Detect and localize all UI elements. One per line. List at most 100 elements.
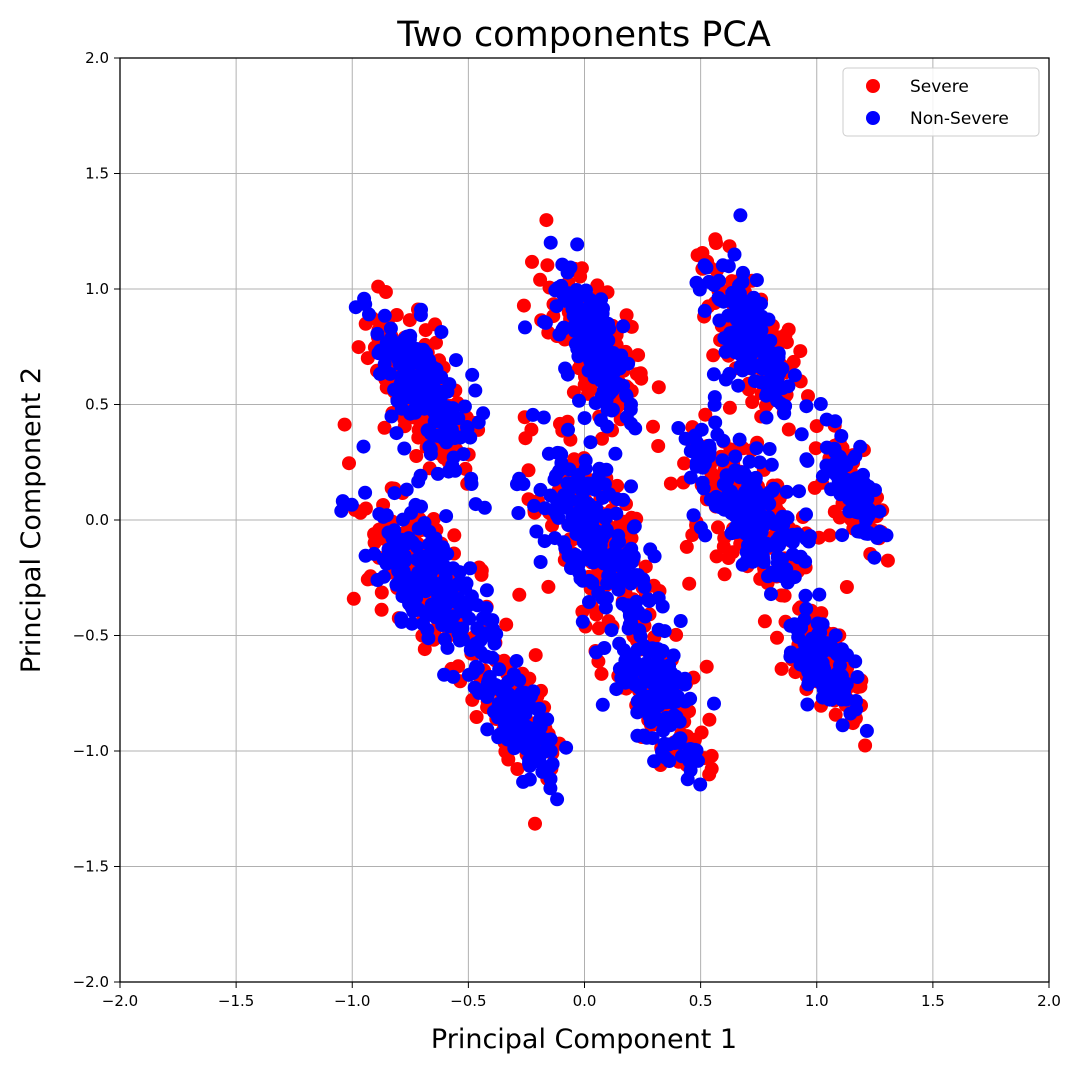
data-point (447, 528, 462, 543)
data-point (683, 691, 698, 706)
data-point (578, 453, 593, 468)
data-point (728, 449, 743, 464)
data-point (634, 660, 649, 675)
data-point (390, 393, 405, 408)
legend-label-severe: Severe (910, 77, 969, 97)
data-point (393, 547, 408, 561)
data-point (400, 377, 414, 391)
data-point (627, 519, 642, 534)
data-point (356, 439, 371, 454)
data-point (337, 417, 352, 432)
data-point (411, 521, 426, 536)
data-point (754, 515, 769, 530)
data-point (716, 433, 731, 448)
data-point (412, 375, 427, 390)
data-point (803, 529, 817, 544)
data-point (732, 432, 747, 447)
data-point (358, 548, 373, 563)
data-point (623, 576, 638, 591)
data-point (538, 315, 553, 330)
data-point (468, 383, 483, 398)
data-point (813, 625, 828, 640)
data-point (651, 664, 666, 679)
data-point (633, 678, 648, 693)
data-point (678, 671, 692, 686)
data-point (693, 777, 708, 792)
data-point (510, 762, 525, 776)
data-point (568, 475, 582, 490)
data-point (775, 552, 789, 567)
data-point (374, 585, 389, 600)
data-point (602, 354, 617, 369)
data-point (872, 504, 887, 519)
y-axis-title: Principal Component 2 (16, 367, 47, 673)
legend: Severe Non-Severe (842, 67, 1040, 137)
data-point (669, 694, 683, 709)
data-point (647, 754, 662, 769)
data-point (608, 446, 623, 461)
data-point (693, 520, 708, 535)
data-point (492, 662, 507, 677)
data-point (717, 567, 732, 582)
data-point (686, 508, 701, 523)
data-point (793, 344, 808, 359)
data-point (759, 536, 774, 551)
data-point (590, 278, 605, 293)
data-point (552, 446, 567, 461)
data-point (697, 303, 712, 318)
data-point (789, 622, 804, 637)
data-point (745, 395, 760, 409)
data-point (728, 345, 743, 360)
data-point (702, 274, 716, 289)
data-point (699, 260, 714, 275)
data-point (429, 335, 443, 350)
data-point (452, 592, 466, 606)
data-point (860, 491, 875, 506)
data-point (809, 419, 824, 434)
data-point (541, 579, 556, 594)
x-tick-label: 1.0 (805, 992, 829, 1010)
data-point (469, 710, 484, 724)
series-non-severe (334, 208, 894, 807)
data-point (617, 663, 632, 678)
data-point (455, 621, 470, 636)
data-point (834, 429, 849, 443)
data-point (600, 576, 615, 591)
data-point (641, 592, 655, 607)
data-point (464, 640, 479, 655)
data-point (342, 456, 356, 471)
data-point (543, 781, 558, 796)
data-point (376, 569, 391, 584)
data-point (709, 549, 724, 564)
data-point (584, 476, 598, 491)
data-point (679, 539, 694, 554)
data-point (533, 555, 548, 569)
data-point (591, 585, 606, 600)
y-tick-label: −1.0 (73, 742, 109, 760)
data-point (551, 280, 566, 295)
data-point (641, 689, 656, 704)
data-point (510, 477, 524, 492)
data-point (481, 674, 496, 688)
data-point (711, 291, 726, 305)
data-point (664, 712, 679, 727)
data-point (849, 505, 864, 519)
data-point (536, 410, 551, 425)
data-point (516, 774, 531, 789)
data-point (776, 518, 791, 532)
data-point (591, 621, 606, 636)
data-point (833, 487, 848, 502)
y-tick-label: −2.0 (73, 973, 109, 991)
data-point (746, 290, 761, 305)
x-tick-label: −2.0 (102, 992, 138, 1010)
data-point (463, 430, 478, 445)
data-point (812, 587, 827, 602)
data-point (536, 763, 551, 778)
data-point (474, 567, 489, 582)
data-point (529, 524, 544, 539)
data-point (604, 623, 619, 638)
data-point (624, 541, 639, 556)
data-point (650, 642, 665, 656)
data-point (683, 763, 698, 778)
